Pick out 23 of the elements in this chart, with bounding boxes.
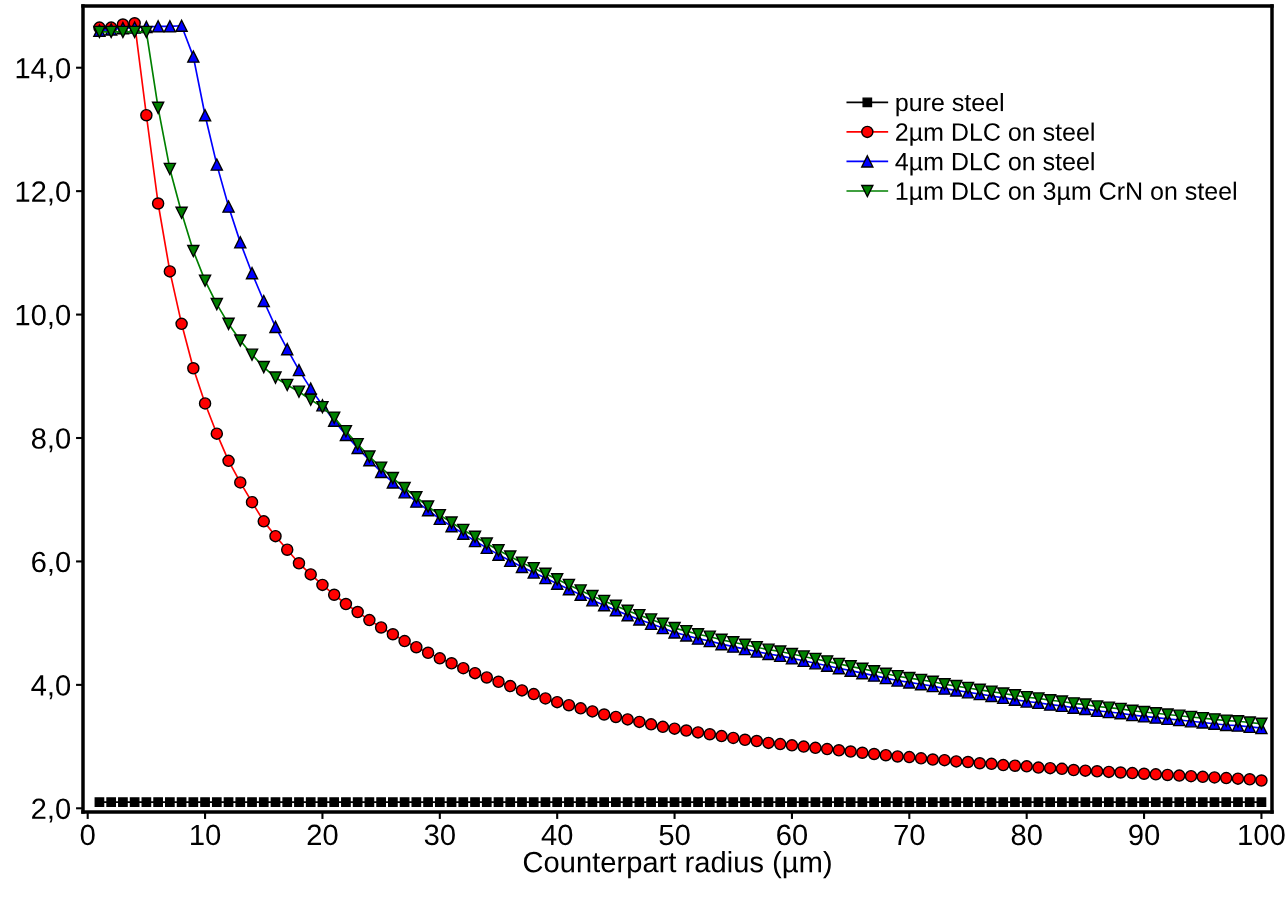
x-tick-label: 50 (659, 824, 690, 846)
x-tick-label: 70 (894, 824, 925, 846)
y-tick-label: 12,0 (16, 181, 71, 206)
x-tick-label: 60 (777, 824, 808, 846)
legend-label: 2µm DLC on steel (896, 122, 1094, 146)
y-tick-label: 14,0 (16, 57, 71, 83)
y-tick-label: 8,0 (31, 428, 71, 453)
x-tick-label: 40 (541, 824, 573, 846)
x-tick-label: 10 (191, 824, 221, 846)
x-axis-title: Counterpart radius (µm) (523, 850, 831, 879)
legend-label: pure steel (896, 92, 1003, 117)
x-tick-label: 0 (80, 824, 95, 846)
legend-label: 1µm DLC on 3µm CrN on steel (896, 181, 1236, 205)
x-tick-label: 30 (424, 824, 455, 846)
x-tick-label: 20 (307, 824, 338, 846)
y-tick-label: 2,0 (32, 798, 71, 823)
y-tick-label: 10,0 (16, 304, 71, 329)
y-tick-label: 6,0 (32, 551, 71, 576)
x-tick-label: 90 (1129, 824, 1160, 846)
x-tick-label: 80 (1011, 824, 1042, 846)
y-tick-label: 4,0 (31, 675, 71, 700)
legend-label: 4µm DLC on steel (895, 152, 1094, 176)
x-tick-label: 100 (1239, 824, 1285, 846)
